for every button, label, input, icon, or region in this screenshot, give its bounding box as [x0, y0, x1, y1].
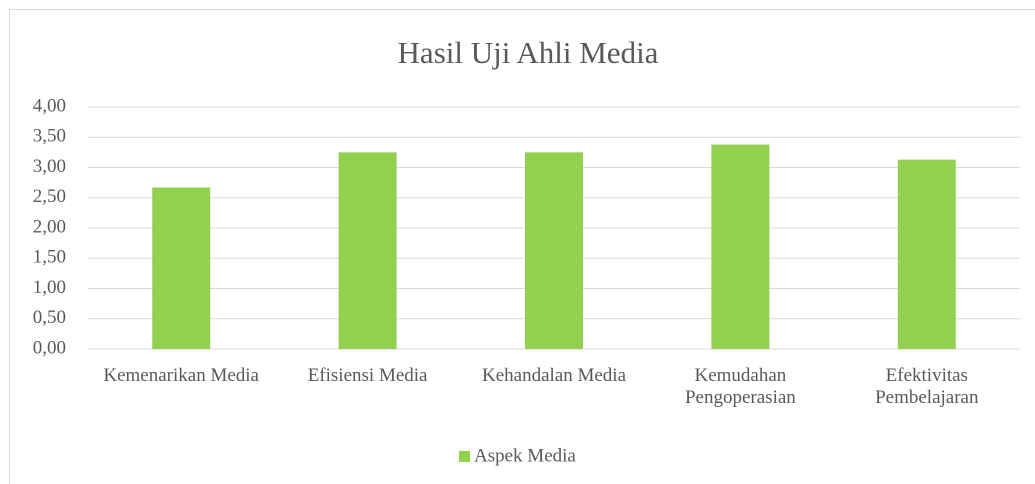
- y-tick-label: 4,00: [33, 95, 66, 116]
- y-tick-label: 2,50: [33, 186, 66, 207]
- legend-swatch: [459, 451, 470, 462]
- x-tick-label: Kemudahan Pengoperasian: [684, 365, 796, 408]
- y-tick-label: 2,00: [33, 216, 66, 237]
- bar: [338, 152, 397, 349]
- y-tick-label: 3,00: [33, 156, 66, 177]
- legend-label: Aspek Media: [474, 445, 576, 466]
- bar: [711, 144, 770, 349]
- y-tick-label: 1,50: [33, 247, 66, 268]
- y-tick-label: 1,00: [33, 277, 66, 298]
- bar: [897, 159, 956, 349]
- x-tick-label: Kemenarikan Media: [103, 365, 259, 386]
- x-tick-label: Efisiensi Media: [307, 365, 428, 386]
- y-tick-label: 0,50: [33, 307, 66, 328]
- y-tick-label: 0,00: [33, 337, 66, 358]
- y-tick-label: 3,50: [33, 126, 66, 147]
- bar: [525, 152, 583, 349]
- chart-title: Hasil Uji Ahli Media: [398, 35, 659, 70]
- x-tick-label: Kehandalan Media: [481, 365, 627, 386]
- x-tick-label: Efektivitas Pembelajaran: [875, 365, 979, 408]
- bar: [152, 187, 211, 349]
